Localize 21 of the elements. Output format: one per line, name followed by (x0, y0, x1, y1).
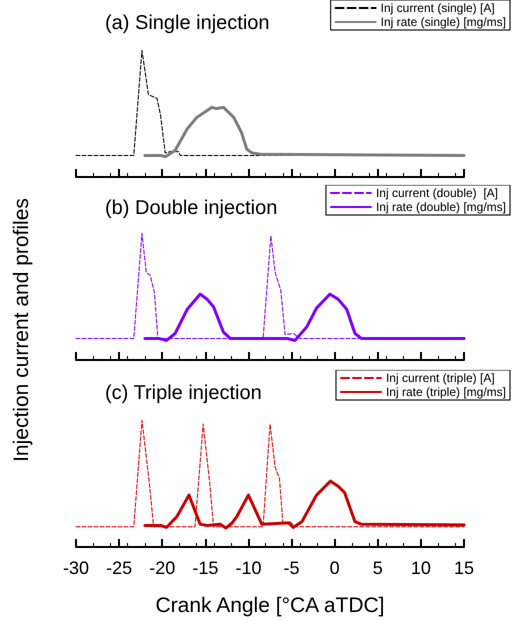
x-tick-label: 0 (330, 558, 340, 578)
legend-label: Inj current (triple) [A] (386, 371, 495, 385)
x-tick-label: -5 (284, 558, 300, 578)
x-tick-label: -10 (235, 558, 262, 578)
x-tick-label: -25 (106, 558, 132, 578)
x-tick-label: 5 (372, 558, 383, 578)
x-tick-label: -30 (62, 558, 90, 578)
x-tick-label: 10 (410, 558, 431, 578)
x-tick-label: -20 (149, 558, 176, 578)
chart-title: (c) Triple injection (105, 382, 262, 404)
chart-title: (a) Single injection (105, 12, 270, 34)
legend-label: Inj rate (double) [mg/ms] (376, 200, 506, 214)
x-tick-label: 15 (454, 558, 474, 578)
legend-label: Inj current (single) [A] (380, 1, 495, 15)
y-axis-title: Injection current and profiles (10, 198, 34, 462)
x-tick-label: -15 (192, 558, 218, 578)
legend-label: Inj rate (single) [mg/ms] (380, 15, 506, 29)
chart-title: (b) Double injection (105, 197, 278, 219)
legend-label: Inj current (double) [A] (376, 186, 498, 200)
x-axis-title: Crank Angle [°CA aTDC] (156, 594, 384, 617)
legend-label: Inj rate (triple) [mg/ms] (386, 385, 506, 399)
